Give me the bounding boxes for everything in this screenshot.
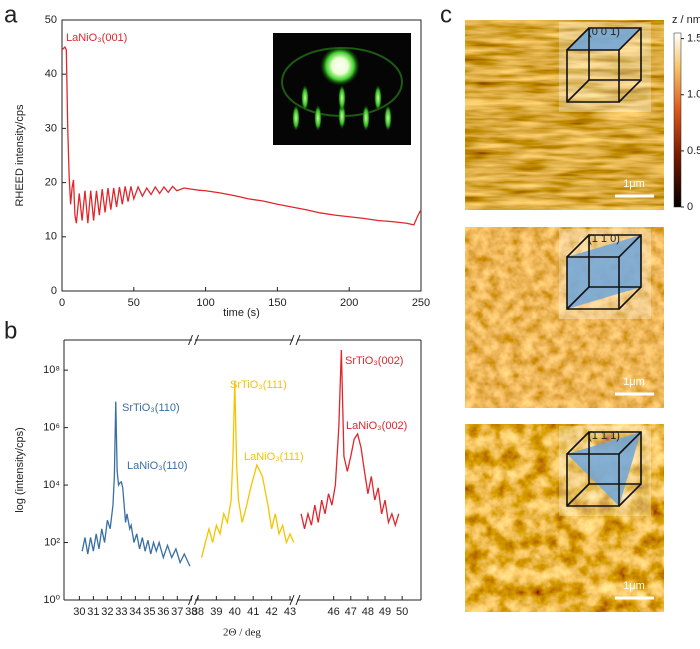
rheed-streak [301, 84, 309, 112]
colorbar-tick-label: 1.0 [687, 89, 700, 101]
panel-label: c [440, 1, 452, 28]
rheed-spot [320, 46, 360, 86]
x-tick-label: 32 [101, 606, 113, 618]
cube-edge [566, 27, 590, 51]
x-tick-label: 48 [362, 606, 374, 618]
crystal-plane [567, 28, 641, 50]
cube-edge [566, 483, 590, 507]
y-tick-label: 30 [45, 122, 57, 134]
x-tick-label: 41 [247, 606, 259, 618]
x-tick-label: 36 [157, 606, 169, 618]
rheed-streak [338, 84, 346, 112]
x-axis-label: time (s) [223, 307, 260, 319]
panel-label: b [4, 317, 17, 344]
cube-edge [618, 27, 642, 51]
cube-edge [566, 79, 590, 103]
x-tick-label: 49 [379, 606, 391, 618]
x-tick-label: 34 [129, 606, 141, 618]
y-tick-label: 10 [45, 231, 57, 243]
peak-label: SrTiO₃(002) [345, 355, 403, 367]
rheed-streak [292, 104, 300, 132]
peak-label: SrTiO₃(110) [122, 402, 180, 414]
x-tick-label: 37 [171, 606, 183, 618]
peak-label: SrTiO₃(111) [230, 379, 287, 391]
data-line [81, 401, 191, 567]
peak-label: LaNiO₃(111) [244, 451, 304, 463]
x-tick-label: 42 [266, 606, 278, 618]
x-tick-label: 47 [345, 606, 357, 618]
plane-label: (1 1 0) [588, 233, 620, 245]
x-tick-label: 46 [328, 606, 340, 618]
x-tick-label: 38 [185, 606, 197, 618]
x-axis-label: 2Θ / deg [223, 627, 261, 639]
cube-edge [618, 79, 642, 103]
y-tick-label: 50 [45, 14, 57, 26]
cube-edge [618, 431, 642, 455]
rheed-streak [314, 104, 322, 132]
x-tick-label: 100 [196, 297, 214, 309]
y-tick-label: 10⁰ [43, 594, 60, 606]
x-tick-label: 38 [192, 606, 204, 618]
data-line [61, 46, 422, 226]
cube-edge [566, 431, 590, 455]
cube-edge [618, 483, 642, 507]
y-axis-label: log (intensity/cps) [14, 427, 26, 513]
axis-break [194, 594, 199, 606]
rheed-streak [362, 104, 370, 132]
rheed-streak [384, 104, 392, 132]
axis-break [194, 334, 199, 346]
cube-edge [618, 234, 642, 258]
axis-break [188, 334, 193, 346]
x-tick-label: 200 [340, 297, 358, 309]
cube-edge [618, 286, 642, 310]
y-tick-label: 20 [45, 177, 57, 189]
data-line [300, 350, 400, 529]
axis-break [295, 594, 301, 606]
cube-edge [566, 234, 590, 258]
colorbar [673, 32, 682, 208]
afm-image [465, 20, 664, 210]
axis-break [188, 594, 193, 606]
axis-break [289, 594, 295, 606]
plane-label: (0 0 1) [588, 26, 620, 38]
x-tick-label: 0 [59, 297, 65, 309]
y-tick-label: 10⁶ [43, 422, 60, 434]
scale-bar-label: 1μm [623, 580, 645, 592]
y-tick-label: 10⁸ [43, 364, 60, 376]
x-tick-label: 39 [210, 606, 222, 618]
colorbar-tick-label: 0.5 [687, 145, 700, 157]
x-tick-label: 50 [128, 297, 140, 309]
x-tick-label: 43 [284, 606, 296, 618]
y-tick-label: 0 [51, 285, 57, 297]
x-tick-label: 40 [229, 606, 241, 618]
peak-label: LaNiO₃(110) [127, 460, 188, 472]
y-tick-label: 40 [45, 68, 57, 80]
plot-frame [61, 19, 422, 292]
x-tick-label: 30 [73, 606, 85, 618]
scale-bar-label: 1μm [623, 178, 645, 190]
data-line [201, 381, 295, 558]
colorbar-label: z / nm [672, 14, 700, 26]
axis-break [295, 334, 301, 346]
x-tick-label: 150 [268, 297, 286, 309]
cube-edge [566, 286, 590, 310]
scale-bar-label: 1μm [623, 376, 645, 388]
annotation: LaNiO₃(001) [66, 32, 127, 44]
x-tick-label: 31 [87, 606, 99, 618]
y-axis-label: RHEED intensity/cps [14, 104, 26, 207]
x-tick-label: 250 [412, 297, 430, 309]
x-tick-label: 35 [143, 606, 155, 618]
colorbar-tick-label: 0 [687, 201, 693, 213]
plane-label: (1 1 1) [588, 430, 620, 442]
rheed-streak [374, 84, 382, 112]
axis-break [289, 334, 295, 346]
x-tick-label: 50 [396, 606, 408, 618]
x-tick-label: 33 [115, 606, 127, 618]
y-tick-label: 10² [44, 536, 60, 548]
panel-label: a [4, 1, 18, 28]
colorbar-tick-label: 1.5 [687, 33, 700, 45]
peak-label: LaNiO₃(002) [346, 420, 407, 432]
y-tick-label: 10⁴ [43, 479, 60, 491]
